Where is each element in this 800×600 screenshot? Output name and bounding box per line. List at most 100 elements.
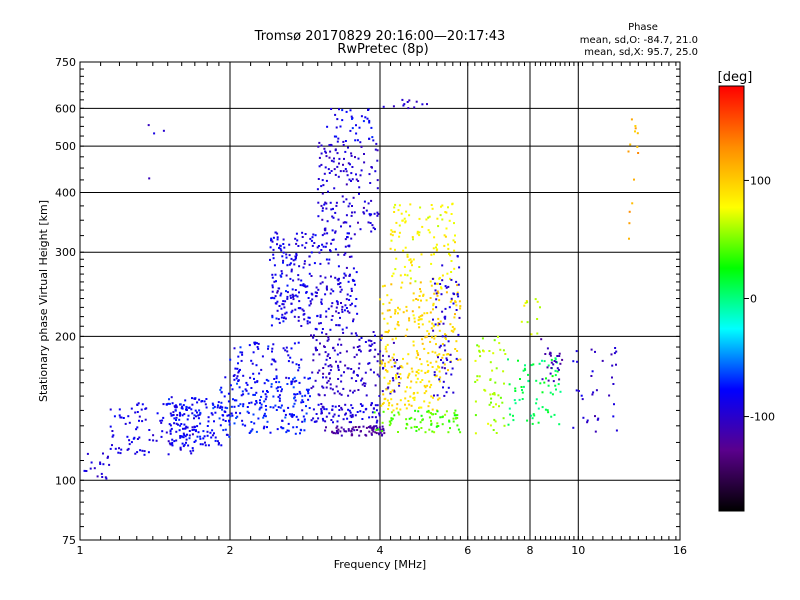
echo-point xyxy=(495,367,498,370)
echo-point xyxy=(394,248,396,251)
echo-point xyxy=(297,316,300,319)
echo-point xyxy=(384,345,387,348)
echo-point xyxy=(270,363,273,366)
echo-point xyxy=(223,395,226,398)
echo-point xyxy=(353,233,356,236)
echo-point xyxy=(364,433,367,436)
echo-point xyxy=(199,422,202,425)
echo-point xyxy=(290,257,293,260)
echo-point xyxy=(272,253,275,256)
echo-point xyxy=(428,428,431,431)
echo-point xyxy=(324,363,327,366)
echo-point xyxy=(487,422,490,425)
echo-point xyxy=(83,469,86,472)
echo-point xyxy=(400,212,403,215)
echo-point xyxy=(547,411,550,414)
echo-point xyxy=(274,295,277,298)
echo-point xyxy=(170,427,173,430)
plot-area xyxy=(79,61,681,541)
echo-point xyxy=(412,340,415,343)
echo-point xyxy=(169,432,172,435)
echo-point xyxy=(428,401,431,404)
echo-point xyxy=(213,405,216,408)
echo-point xyxy=(445,357,448,360)
echo-point xyxy=(244,424,247,427)
echo-point xyxy=(580,394,583,397)
echo-point xyxy=(388,309,391,312)
echo-point xyxy=(280,270,283,273)
echo-point xyxy=(394,268,397,271)
echo-point xyxy=(361,377,364,380)
echo-point xyxy=(410,380,413,383)
echo-point xyxy=(549,354,552,357)
echo-point xyxy=(295,379,298,382)
echo-point xyxy=(240,359,243,362)
echo-point xyxy=(211,429,214,432)
echo-point xyxy=(436,217,439,220)
echo-point xyxy=(582,416,585,419)
echo-point xyxy=(275,381,278,384)
echo-point xyxy=(455,340,458,343)
echo-point xyxy=(290,270,293,273)
echo-point xyxy=(280,249,283,252)
echo-point xyxy=(320,249,323,251)
echo-point xyxy=(237,380,240,382)
echo-point xyxy=(503,382,505,385)
echo-point xyxy=(547,364,550,367)
echo-point xyxy=(634,125,637,127)
echo-point xyxy=(422,293,425,296)
echo-point xyxy=(309,302,312,305)
echo-point xyxy=(519,378,521,380)
echo-point xyxy=(447,243,450,246)
echo-point xyxy=(372,426,375,429)
echo-point xyxy=(413,399,416,401)
echo-point xyxy=(217,443,220,446)
echo-point xyxy=(509,413,512,416)
echo-point xyxy=(352,318,355,321)
echo-point xyxy=(335,306,338,309)
echo-point xyxy=(444,413,447,416)
echo-point xyxy=(423,400,426,403)
echo-point xyxy=(383,284,386,287)
echo-point xyxy=(418,428,420,431)
echo-point xyxy=(359,410,362,413)
echo-point xyxy=(532,363,535,366)
echo-point xyxy=(592,391,595,394)
echo-point xyxy=(382,401,385,404)
echo-point xyxy=(210,412,213,415)
echo-point xyxy=(280,404,283,407)
echo-point xyxy=(376,187,379,190)
echo-point xyxy=(499,348,502,351)
echo-point xyxy=(253,343,256,346)
echo-point xyxy=(273,378,276,380)
echo-point xyxy=(270,385,273,388)
echo-point xyxy=(432,302,435,305)
echo-point xyxy=(366,117,369,120)
echo-point xyxy=(322,406,325,409)
echo-point xyxy=(393,230,396,233)
echo-point xyxy=(325,285,328,288)
echo-point xyxy=(220,401,223,404)
echo-point xyxy=(290,380,293,383)
echo-point xyxy=(351,117,353,120)
echo-point xyxy=(368,362,371,365)
echo-point xyxy=(350,368,353,370)
echo-point xyxy=(190,452,193,455)
echo-point xyxy=(171,444,174,447)
echo-point xyxy=(512,414,514,417)
echo-point xyxy=(421,314,424,317)
echo-point xyxy=(350,180,352,182)
echo-point xyxy=(354,426,357,428)
echo-point xyxy=(421,338,424,341)
echo-point xyxy=(102,463,105,466)
echo-point xyxy=(401,219,404,222)
echo-point xyxy=(241,351,244,354)
echo-point xyxy=(407,353,410,356)
echo-point xyxy=(241,390,244,393)
echo-point xyxy=(136,411,139,413)
echo-point xyxy=(358,338,361,341)
echo-point xyxy=(242,403,245,406)
echo-point xyxy=(378,375,381,378)
echo-point xyxy=(303,318,306,321)
echo-point xyxy=(338,409,341,411)
